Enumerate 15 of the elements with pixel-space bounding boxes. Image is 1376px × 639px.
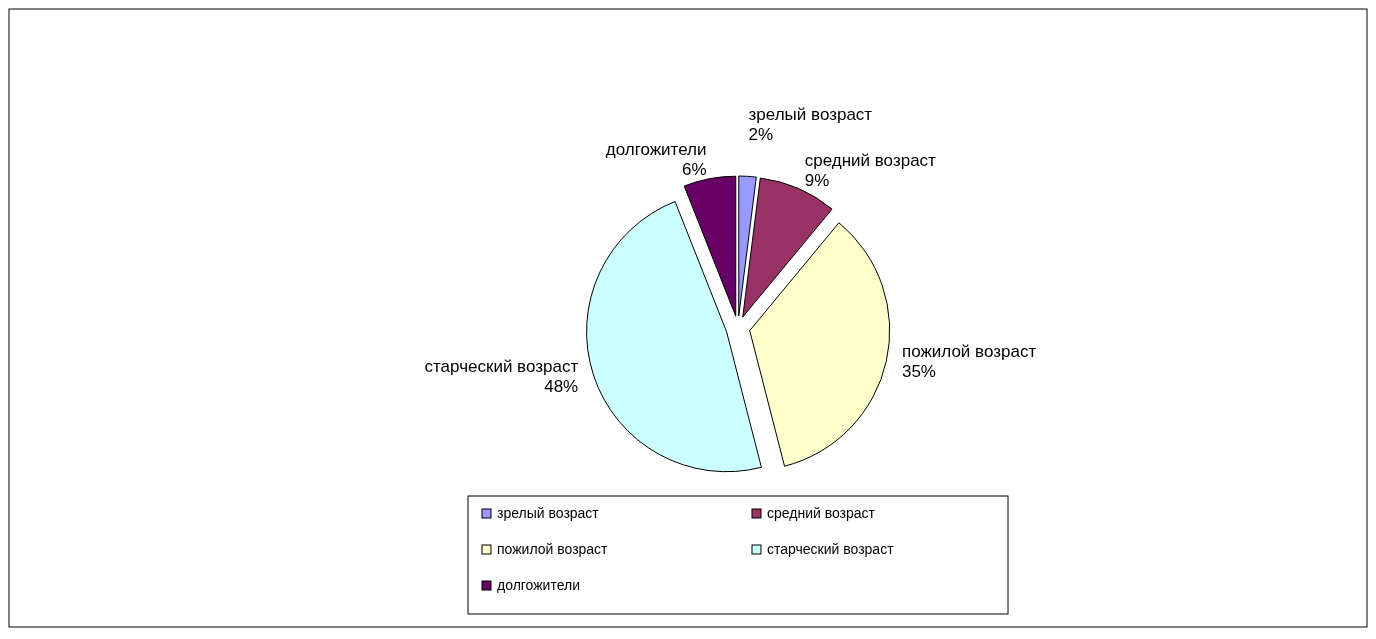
legend-label: старческий возраст (767, 541, 895, 557)
legend-label: долгожители (497, 577, 580, 593)
legend-label: пожилой возраст (497, 541, 609, 557)
data-label: 35% (901, 361, 936, 381)
legend-label: зрелый возраст (497, 505, 600, 521)
slice-label: старческий возраст (424, 356, 579, 376)
data-label: 9% (804, 170, 830, 190)
slice-label: средний возраст (804, 150, 937, 170)
data-label: 6% (681, 159, 707, 179)
slice-label: пожилой возраст (901, 341, 1037, 361)
legend-label: средний возраст (767, 505, 876, 521)
slice-label: зрелый возраст (748, 104, 873, 124)
slice-label: долгожители (605, 139, 707, 159)
data-label: 2% (748, 124, 774, 144)
data-label: 48% (544, 376, 579, 396)
